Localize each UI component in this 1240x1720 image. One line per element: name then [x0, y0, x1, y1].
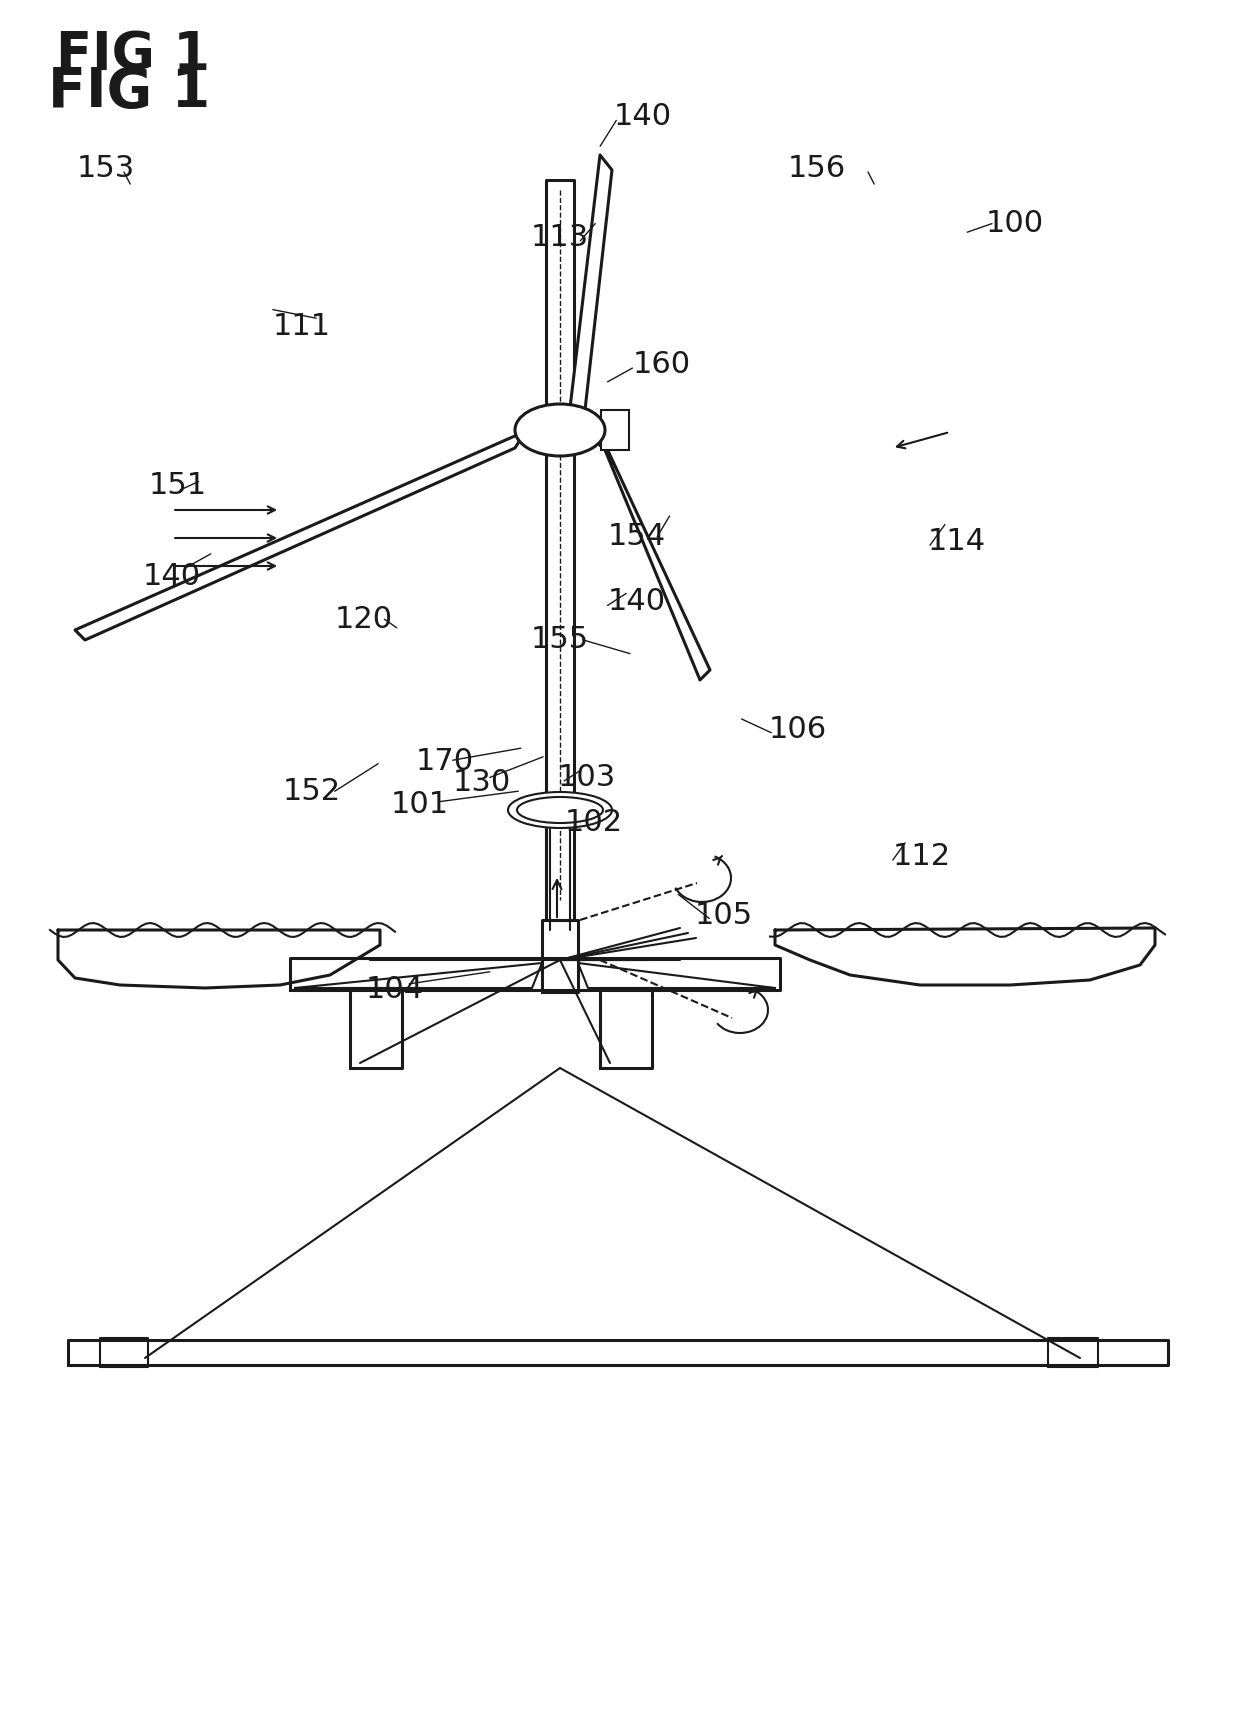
- Text: 155: 155: [531, 626, 589, 654]
- Polygon shape: [1048, 1338, 1097, 1367]
- Polygon shape: [100, 1338, 148, 1367]
- Text: 140: 140: [614, 103, 672, 131]
- Polygon shape: [68, 1340, 1168, 1366]
- Text: 140: 140: [143, 562, 201, 590]
- Text: FIG 1: FIG 1: [48, 65, 211, 119]
- Ellipse shape: [508, 791, 613, 827]
- Text: 114: 114: [928, 528, 986, 556]
- Text: 101: 101: [391, 791, 449, 819]
- Text: 100: 100: [986, 210, 1044, 237]
- Text: 113: 113: [531, 224, 589, 251]
- Polygon shape: [542, 920, 578, 992]
- Text: 105: 105: [694, 901, 753, 929]
- Text: 111: 111: [273, 313, 331, 341]
- Text: 170: 170: [415, 748, 474, 776]
- Text: 156: 156: [787, 155, 846, 182]
- Polygon shape: [775, 929, 1154, 986]
- Polygon shape: [600, 440, 711, 679]
- Text: 140: 140: [608, 588, 666, 616]
- Polygon shape: [546, 181, 574, 920]
- Text: 112: 112: [893, 843, 951, 870]
- Text: 106: 106: [769, 716, 827, 743]
- Polygon shape: [350, 987, 402, 1068]
- Text: 130: 130: [453, 769, 511, 796]
- Bar: [601, 409, 629, 451]
- Text: 151: 151: [149, 471, 207, 499]
- Ellipse shape: [517, 796, 603, 822]
- Text: 103: 103: [558, 764, 616, 791]
- Text: 104: 104: [366, 975, 424, 1003]
- Text: 160: 160: [632, 351, 691, 378]
- Text: 153: 153: [77, 155, 135, 182]
- Ellipse shape: [515, 404, 605, 456]
- Polygon shape: [74, 435, 520, 640]
- Polygon shape: [290, 958, 780, 991]
- Polygon shape: [58, 931, 379, 987]
- Text: 102: 102: [564, 808, 622, 836]
- Text: 154: 154: [608, 523, 666, 550]
- Text: 152: 152: [283, 777, 341, 805]
- Text: 120: 120: [335, 605, 393, 633]
- Text: FIG 1: FIG 1: [56, 29, 210, 81]
- Polygon shape: [556, 155, 613, 413]
- Polygon shape: [600, 987, 652, 1068]
